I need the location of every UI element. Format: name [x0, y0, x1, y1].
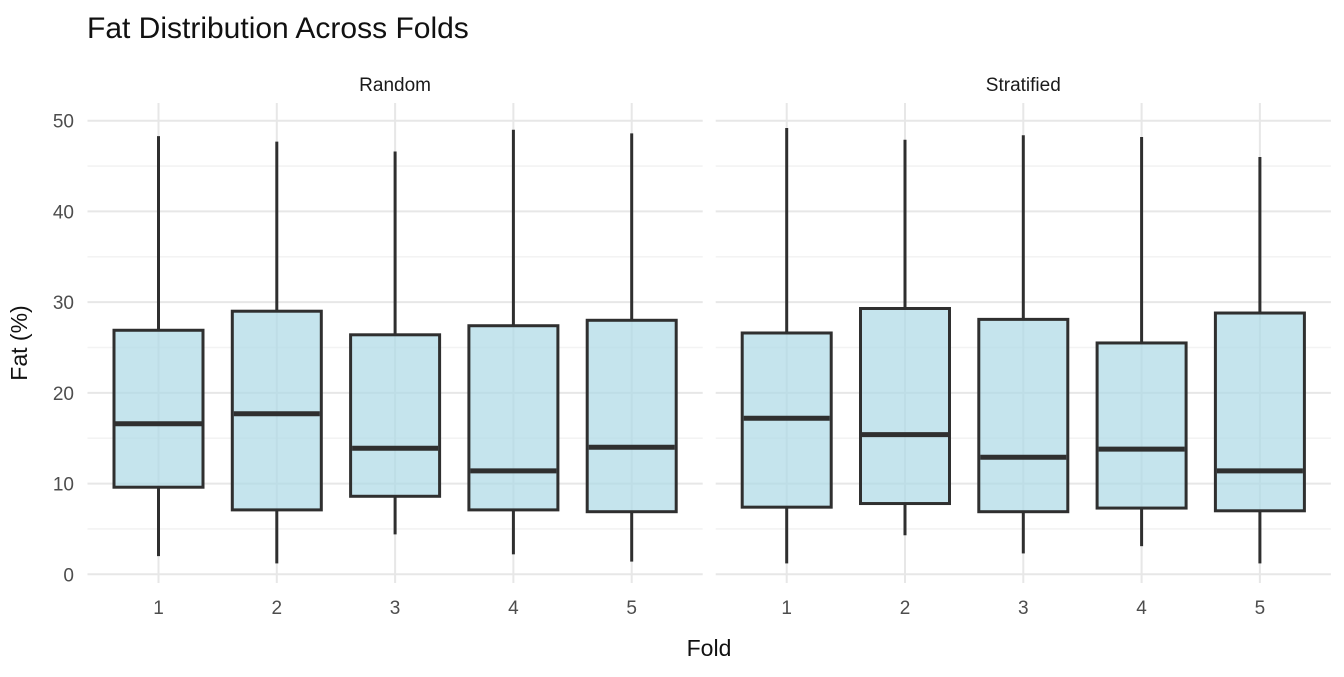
iqr-box	[230, 309, 323, 512]
y-tick-label: 40	[53, 202, 74, 223]
y-axis-title: Fat (%)	[6, 305, 32, 380]
iqr-box	[349, 333, 442, 498]
x-tick-label: 5	[626, 598, 637, 619]
y-tick-label: 50	[53, 112, 74, 133]
x-tick-label: 3	[1018, 598, 1029, 619]
x-axis-title: Fold	[687, 635, 732, 661]
iqr-box	[585, 318, 678, 514]
iqr-box	[859, 306, 951, 506]
facet-label: Stratified	[986, 75, 1061, 96]
iqr-box	[112, 328, 205, 489]
facet-label: Random	[359, 75, 431, 96]
iqr-box	[467, 324, 560, 512]
iqr-box	[1213, 311, 1306, 513]
plot-title: Fat Distribution Across Folds	[87, 12, 469, 45]
x-tick-label: 2	[272, 598, 283, 619]
x-tick-label: 1	[781, 598, 792, 619]
x-tick-label: 3	[390, 598, 401, 619]
iqr-box	[977, 317, 1070, 514]
x-tick-label: 1	[153, 598, 164, 619]
x-tick-label: 4	[1136, 598, 1147, 619]
x-tick-label: 5	[1255, 598, 1266, 619]
x-tick-label: 2	[900, 598, 911, 619]
y-tick-label: 30	[53, 293, 74, 314]
y-tick-label: 10	[53, 475, 74, 496]
y-tick-label: 0	[63, 565, 74, 586]
iqr-box	[1095, 341, 1188, 510]
x-tick-label: 4	[508, 598, 519, 619]
y-tick-label: 20	[53, 384, 74, 405]
